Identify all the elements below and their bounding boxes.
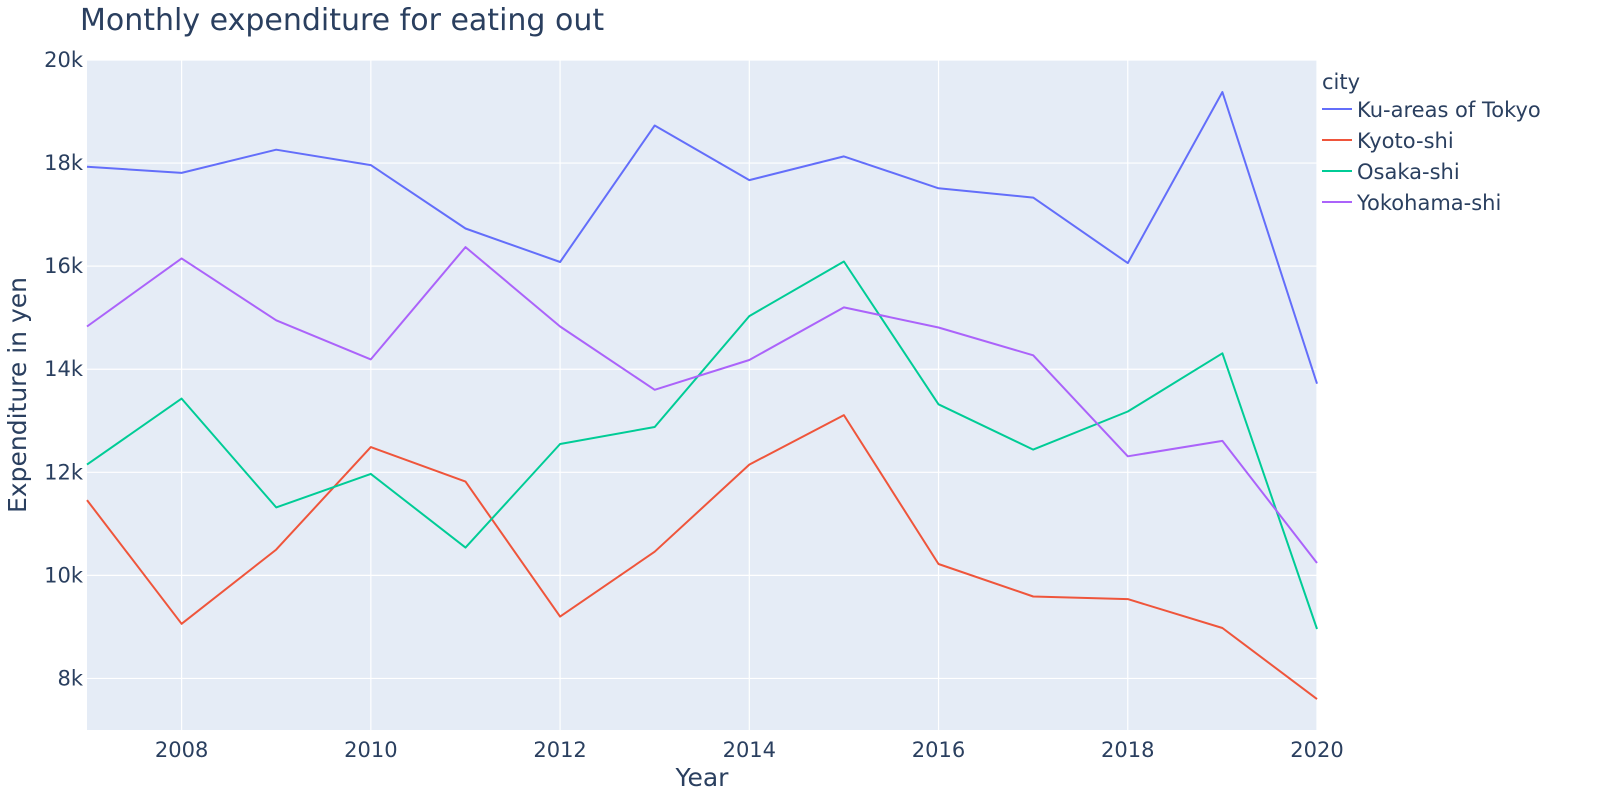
y-tick-label: 18k [44, 151, 84, 175]
legend-label: Yokohama-shi [1356, 191, 1501, 215]
y-tick-label: 16k [44, 254, 84, 278]
legend-label: Ku-areas of Tokyo [1357, 98, 1541, 122]
x-tick-label: 2012 [533, 738, 586, 762]
y-tick-label: 10k [44, 563, 84, 587]
x-tick-label: 2014 [723, 738, 776, 762]
series-line-kyoto-shi[interactable] [86, 414, 1318, 700]
y-tick-label: 12k [44, 460, 84, 484]
series-layer [86, 91, 1318, 700]
series-line-osaka-shi[interactable] [86, 260, 1318, 630]
x-tick-label: 2018 [1101, 738, 1154, 762]
y-tick-label: 20k [44, 48, 84, 72]
x-tick-label: 2010 [344, 738, 397, 762]
y-tick-label: 14k [44, 357, 84, 381]
x-axis-title: Year [675, 763, 730, 792]
x-tick-label: 2008 [155, 738, 208, 762]
series-line-yokohama-shi[interactable] [86, 246, 1318, 564]
series-line-ku-areas-of-tokyo[interactable] [86, 91, 1318, 385]
y-tick-label: 8k [57, 666, 83, 690]
y-axis-ticks: 8k 10k 12k 14k 16k 18k 20k [44, 48, 84, 690]
legend-label: Kyoto-shi [1357, 129, 1454, 153]
legend-item-osaka-shi[interactable]: Osaka-shi [1322, 160, 1460, 184]
legend: city Ku-areas of Tokyo Kyoto-shi Osaka-shi… [1322, 70, 1541, 215]
legend-item-yokohama-shi[interactable]: Yokohama-shi [1322, 191, 1501, 215]
x-tick-label: 2016 [912, 738, 965, 762]
x-tick-label: 2020 [1290, 738, 1343, 762]
chart-title: Monthly expenditure for eating out [80, 3, 604, 38]
plot-area [87, 60, 1317, 730]
legend-title: city [1322, 70, 1360, 94]
legend-item-ku-areas-of-tokyo[interactable]: Ku-areas of Tokyo [1322, 98, 1541, 122]
grid-lines [87, 59, 1318, 730]
y-axis-title: Expenditure in yen [3, 277, 32, 513]
legend-item-kyoto-shi[interactable]: Kyoto-shi [1322, 129, 1454, 153]
x-axis-ticks: 2008 2010 2012 2014 2016 2018 2020 [155, 738, 1344, 762]
legend-label: Osaka-shi [1357, 160, 1460, 184]
